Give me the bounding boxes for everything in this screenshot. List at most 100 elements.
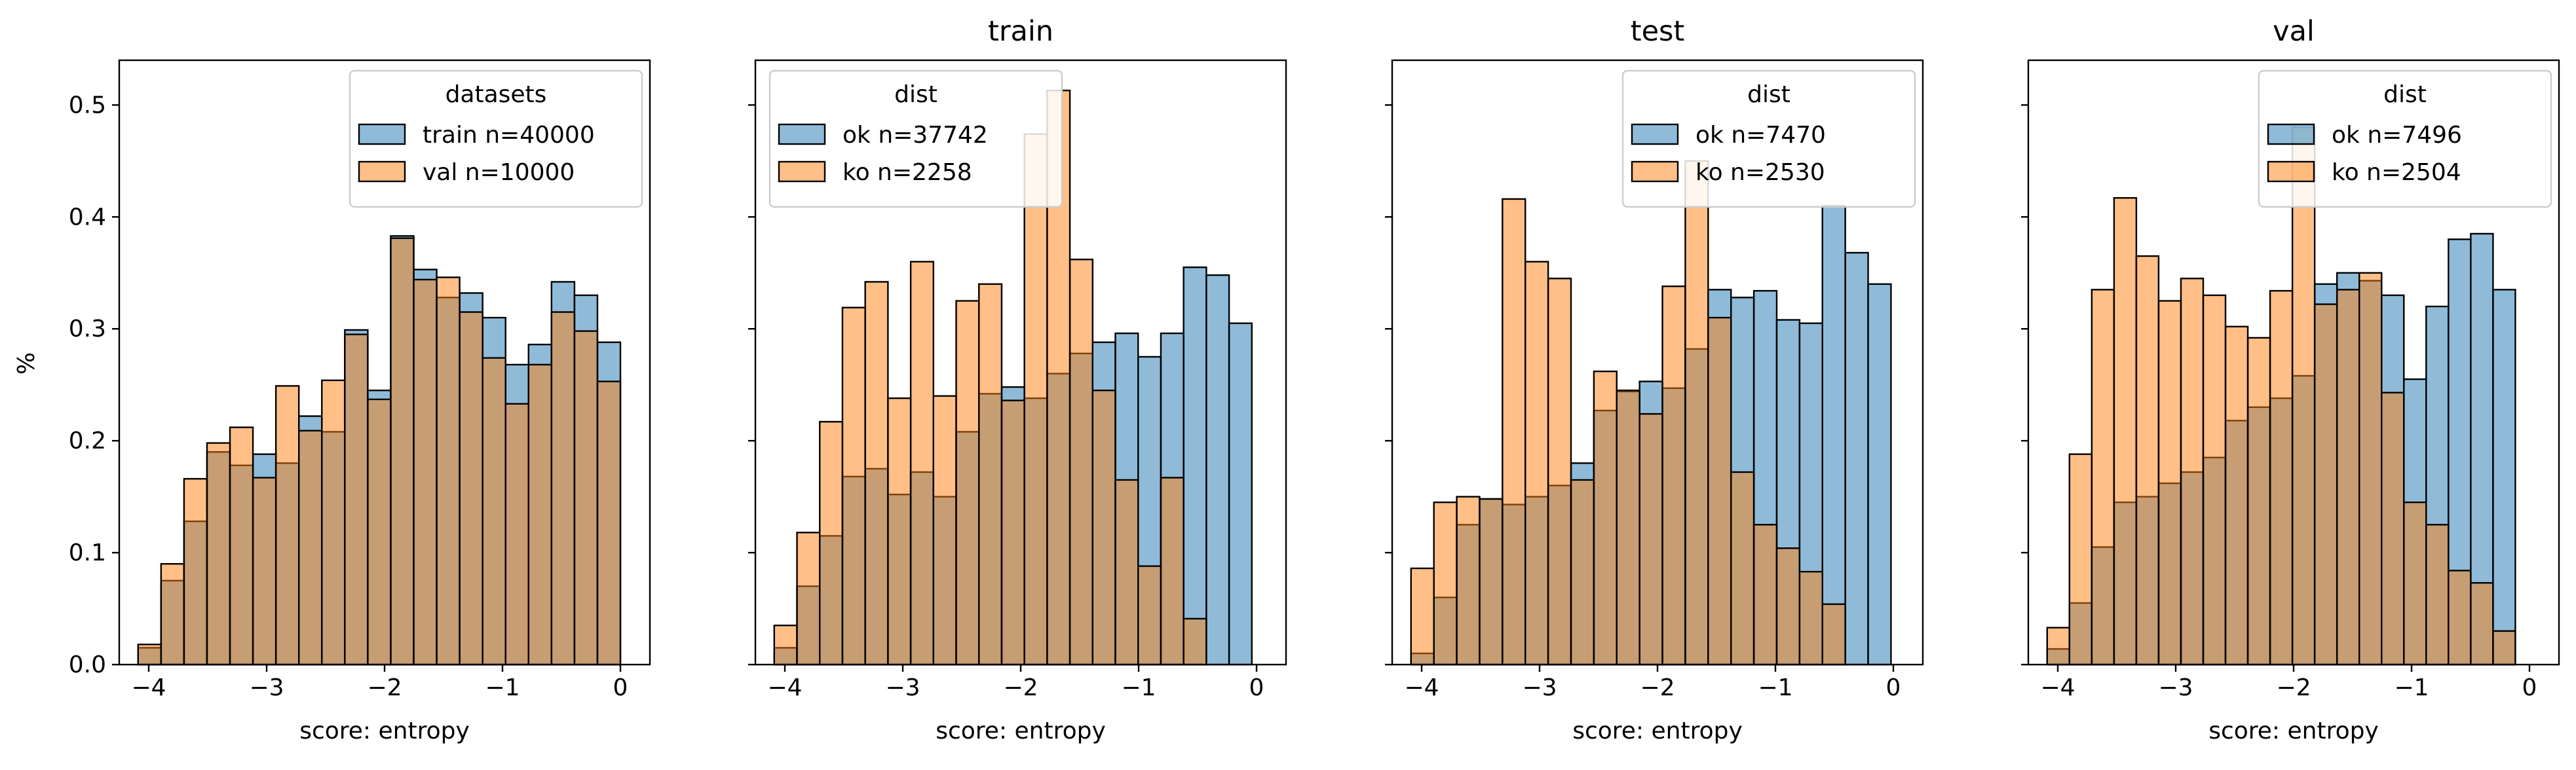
histogram-bar: [1114, 479, 1139, 666]
histogram-bar: [344, 333, 369, 666]
histogram-bar: [819, 420, 844, 666]
legend-entry: ko n=2504: [2332, 159, 2461, 186]
histogram-bar: [1137, 565, 1162, 666]
histogram-bar: [955, 300, 980, 666]
histogram-bar: [2403, 501, 2427, 666]
legend-entry: ko n=2258: [843, 159, 972, 186]
histogram-bar: [1183, 266, 1207, 666]
x-axis-label: score: entropy: [2208, 718, 2379, 744]
histogram-bar: [596, 380, 622, 666]
histogram-bar: [183, 478, 208, 666]
x-tick-label: −3: [2158, 674, 2193, 701]
histogram-bar: [229, 426, 254, 666]
chart-panel-1: −4 −3 −2 −1 0 score: entropy 0.0 0.1 0.2 0.3 0.4 0.…: [69, 59, 651, 744]
histogram-bar: [2492, 630, 2516, 666]
series-orange: [1410, 160, 1846, 666]
histogram-bar: [841, 306, 866, 666]
x-tick-label: −2: [1003, 674, 1038, 701]
y-axis-label: %: [13, 352, 40, 375]
y-tick-label: 0.4: [69, 204, 106, 230]
histogram-bar: [1661, 285, 1686, 666]
histogram-bar: [298, 430, 323, 666]
histogram-bar: [413, 278, 438, 666]
legend-swatch: [358, 160, 406, 183]
x-tick-label: −2: [367, 674, 402, 701]
histogram-bar: [252, 477, 277, 666]
y-tick-label: 0.2: [69, 428, 106, 454]
histogram-bar: [796, 532, 821, 666]
histogram-bar: [2068, 453, 2093, 666]
histogram-bar: [573, 330, 599, 666]
histogram-bar: [1205, 274, 1230, 666]
histogram-bar: [932, 395, 957, 666]
histogram-bar: [459, 311, 483, 666]
histogram-bar: [2492, 289, 2516, 666]
histogram-bar: [2425, 524, 2450, 666]
legend: dist ok n=37742 ko n=2258: [768, 69, 1063, 208]
histogram-bar: [137, 644, 162, 666]
histogram-bar: [887, 397, 912, 666]
histogram-bar: [1616, 390, 1640, 666]
x-tick-label: −3: [249, 674, 284, 701]
histogram-bar: [1502, 198, 1526, 666]
histogram-bar: [1570, 479, 1595, 666]
histogram-bar: [1228, 322, 1253, 666]
histogram-bar: [1707, 316, 1732, 666]
legend-swatch: [2267, 160, 2315, 183]
x-tick-label: −1: [1121, 674, 1156, 701]
legend-swatch: [358, 123, 406, 145]
chart-panel-2: −4 −3 −2 −1 0 score: entropy train dist ok n=377…: [748, 15, 1287, 744]
histogram-bar: [864, 281, 889, 666]
legend-box: [349, 69, 643, 208]
histogram-bar: [909, 261, 934, 666]
histogram-bar: [1752, 524, 1778, 666]
legend-swatch: [1631, 123, 1679, 145]
x-tick-label: 0: [2522, 674, 2537, 701]
histogram-bar: [550, 311, 576, 666]
histogram-bar: [527, 363, 553, 666]
histogram-bar: [1684, 160, 1709, 666]
legend-title: dist: [1747, 81, 1790, 108]
histogram-bar: [2135, 255, 2160, 666]
histogram-bar: [1821, 205, 1846, 666]
histogram-bar: [1730, 471, 1755, 666]
legend-swatch: [2267, 123, 2315, 145]
legend-entry: ok n=37742: [843, 122, 988, 149]
histogram-bar: [390, 237, 415, 666]
histogram-bar: [206, 442, 231, 666]
histogram-bar: [275, 385, 300, 666]
x-tick-label: −1: [1758, 674, 1792, 701]
legend-title: dist: [2383, 81, 2427, 108]
x-tick-label: −2: [1640, 674, 1675, 701]
x-tick-label: −4: [767, 674, 802, 701]
series-orange: [2046, 126, 2516, 666]
x-tick-label: −3: [1522, 674, 1557, 701]
panel-title: train: [988, 15, 1053, 48]
x-axis-label: score: entropy: [299, 718, 470, 744]
histogram-bar: [1023, 133, 1048, 666]
legend: dist ok n=7496 ko n=2504: [2258, 69, 2552, 208]
x-tick-label: −4: [2040, 674, 2075, 701]
panel-title: val: [2273, 15, 2315, 48]
histogram-bar: [978, 283, 1003, 666]
histogram-bar: [1091, 390, 1116, 666]
histogram-bar: [436, 276, 461, 666]
histogram-bar: [2358, 272, 2383, 666]
x-tick-label: 0: [613, 674, 628, 701]
histogram-bar: [1593, 370, 1618, 666]
histogram-bar: [2448, 570, 2472, 666]
histogram-bar: [2046, 627, 2071, 666]
histogram-bar: [2157, 300, 2182, 666]
x-tick-label: −4: [1404, 674, 1439, 701]
histogram-bar: [1000, 399, 1025, 666]
panel-title: test: [1631, 15, 1685, 48]
histogram-bar: [2313, 303, 2338, 666]
y-tick-label: 0.3: [69, 316, 106, 342]
legend-box: [1621, 69, 1916, 208]
chart-panel-4: −4 −3 −2 −1 0 score: entropy val dist ok n=7496 k…: [2021, 15, 2560, 744]
x-axis-label: score: entropy: [936, 718, 1106, 744]
histogram-bar: [2291, 126, 2316, 666]
histogram-bar: [2269, 289, 2294, 666]
